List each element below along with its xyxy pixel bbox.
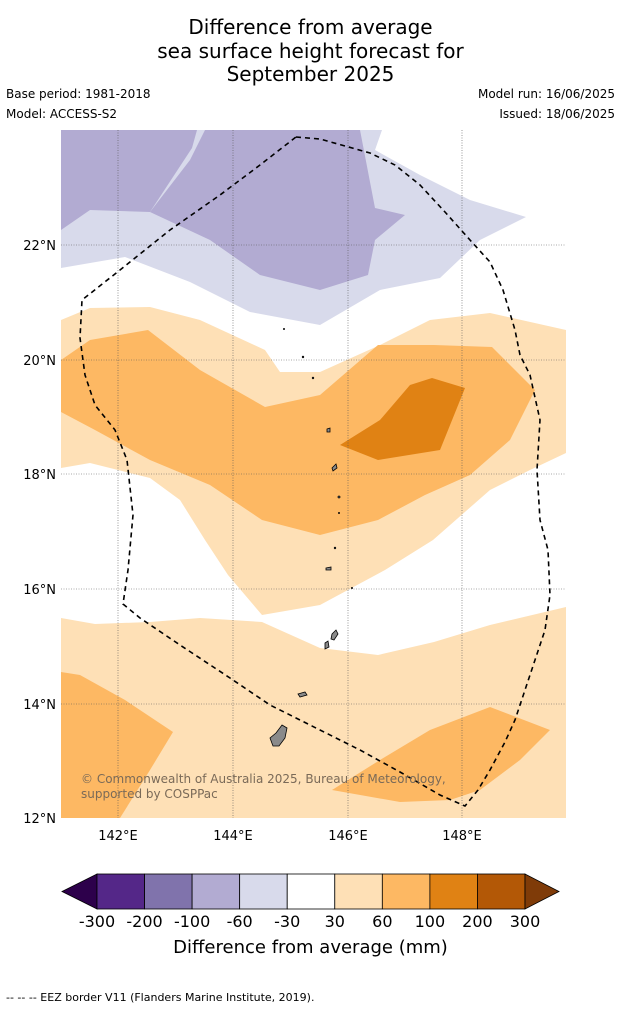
- lat-tick-14: 14°N: [23, 698, 56, 713]
- copyright-text: © Commonwealth of Australia 2025, Bureau…: [81, 772, 446, 801]
- colorbar-label: Difference from average (mm): [173, 937, 448, 958]
- contour-medium-orange-southeast: [332, 707, 550, 802]
- colorbar-segment: [96, 873, 145, 910]
- lon-tick-labels: 142°E 144°E 146°E 148°E: [98, 829, 482, 844]
- colorbar-tick-label: 300: [510, 912, 541, 931]
- lat-tick-labels: 22°N 20°N 18°N 16°N 14°N 12°N: [23, 239, 56, 827]
- colorbar-tick-label: -200: [126, 912, 162, 931]
- island-small-5: [282, 327, 285, 330]
- contour-medium-purple: [61, 130, 197, 230]
- colorbar-segment: [191, 873, 241, 910]
- title-line-2: sea surface height forecast for: [157, 38, 464, 63]
- island-alamagan: [326, 427, 331, 433]
- lat-tick-18: 18°N: [23, 468, 56, 483]
- island-small-4: [301, 355, 305, 359]
- islands: [269, 327, 353, 747]
- island-pagan: [331, 463, 338, 472]
- eez-border: [79, 136, 551, 807]
- colorbar-segment: [144, 873, 193, 910]
- island-small-6: [350, 587, 353, 590]
- model-run-text: Model run: 16/06/2025: [477, 87, 615, 101]
- colorbar-tick-label: -100: [174, 912, 210, 931]
- title-line-3: September 2025: [226, 62, 395, 86]
- colorbar-extend-min: [61, 873, 98, 910]
- colorbar-tick-label: -60: [227, 912, 253, 931]
- colorbar-tick-label: 200: [462, 912, 493, 931]
- lat-tick-22: 22°N: [23, 239, 56, 254]
- colorbar-tick-label: 100: [415, 912, 446, 931]
- colorbar-tick-label: -300: [79, 912, 115, 931]
- island-tinian: [324, 640, 330, 650]
- title-line-1: Difference from average: [188, 15, 433, 39]
- island-saipan: [330, 629, 339, 641]
- colorbar-tick-label: -30: [274, 912, 300, 931]
- colorbar-segment: [334, 873, 383, 910]
- contour-medium-orange: [61, 330, 535, 535]
- lat-tick-12: 12°N: [23, 812, 56, 827]
- island-small-1: [337, 495, 341, 499]
- colorbar-segment: [239, 873, 288, 910]
- issued-text: Issued: 18/06/2025: [499, 107, 615, 121]
- colorbar-segment: [429, 873, 478, 910]
- island-small-7: [337, 512, 340, 515]
- contour-medium-orange-southwest: [61, 672, 173, 818]
- lon-tick-148: 148°E: [442, 829, 482, 844]
- gridlines: [61, 130, 566, 818]
- contour-medium-purple-2: [150, 130, 405, 290]
- colorbar-tick-label: 30: [325, 912, 345, 931]
- lon-tick-142: 142°E: [98, 829, 138, 844]
- lon-tick-144: 144°E: [213, 829, 253, 844]
- island-guam: [269, 724, 288, 747]
- colorbar-tick-label: 60: [372, 912, 392, 931]
- colorbar-segment: [381, 873, 431, 910]
- colorbar-extend-max: [524, 873, 560, 910]
- lat-tick-16: 16°N: [23, 583, 56, 598]
- contour-dark-orange: [340, 378, 465, 460]
- model-text: Model: ACCESS-S2: [6, 107, 118, 121]
- colorbar-segment: [286, 873, 336, 910]
- colorbar-segment: [477, 873, 526, 910]
- island-rota: [297, 691, 308, 698]
- lon-tick-146: 146°E: [328, 829, 368, 844]
- base-period-text: Base period: 1981-2018: [6, 87, 151, 101]
- island-anatahan: [325, 566, 332, 571]
- eez-footnote: -- -- -- EEZ border V11 (Flanders Marine…: [6, 991, 315, 1004]
- island-small-3: [311, 376, 315, 380]
- colorbar: -300 -200 -100 -60 -30 30 60 100 200 300: [61, 873, 560, 931]
- lat-tick-20: 20°N: [23, 354, 56, 369]
- island-small-2: [333, 546, 337, 550]
- chart-title: Difference from average sea surface heig…: [0, 15, 621, 87]
